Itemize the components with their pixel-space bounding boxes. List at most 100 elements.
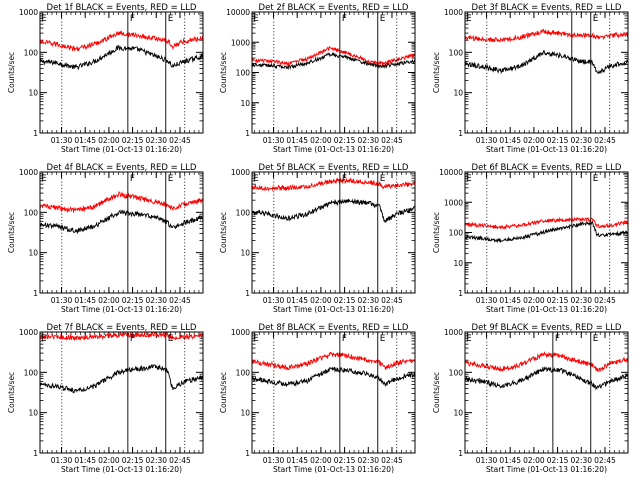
y-tick-label: 1 xyxy=(245,449,250,458)
x-tick-label: 02:15 xyxy=(334,136,356,145)
y-axis-label: Counts/sec xyxy=(219,372,228,413)
plot-frame xyxy=(39,11,204,134)
x-tick-label: 01:45 xyxy=(74,456,96,465)
marker-label: E xyxy=(168,334,174,344)
x-tick-label: 02:45 xyxy=(169,136,191,145)
x-tick-label: 02:30 xyxy=(145,456,167,465)
y-tick-label: 100 xyxy=(236,368,251,377)
x-tick-label: 02:30 xyxy=(570,136,592,145)
y-tick-label: 1000 xyxy=(444,198,463,207)
x-tick-label: 01:30 xyxy=(51,296,73,305)
x-tick-label: 01:45 xyxy=(499,456,521,465)
x-tick-label: 01:45 xyxy=(286,456,308,465)
x-tick-label: 02:00 xyxy=(523,296,545,305)
y-tick-label: 100 xyxy=(449,229,464,238)
detector-panel-3: Det 3f BLACK = Events, RED = LLD Counts/s… xyxy=(432,3,629,154)
y-axis-label: Counts/sec xyxy=(432,52,441,93)
x-tick-label: 02:00 xyxy=(523,456,545,465)
y-axis-label: Counts/sec xyxy=(7,212,16,253)
y-tick-label: 100 xyxy=(449,48,464,57)
y-tick-label: 1000 xyxy=(444,8,463,17)
y-tick-label: 10 xyxy=(28,89,38,98)
series-events-line xyxy=(464,49,629,75)
marker-label: E xyxy=(380,334,386,344)
detector-panel-7: Det 7f BLACK = Events, RED = LLD Counts/s… xyxy=(7,323,204,474)
series-events-line xyxy=(464,221,629,244)
series-events-line xyxy=(39,364,204,394)
series-lld-line xyxy=(464,28,629,43)
x-axis-label: Start Time (01-Oct-13 01:16:20) xyxy=(486,465,607,474)
y-tick-label: 10 xyxy=(28,249,38,258)
x-tick-label: 02:00 xyxy=(98,456,120,465)
y-tick-label: 1000 xyxy=(19,168,38,177)
x-tick-label: 02:30 xyxy=(357,296,379,305)
x-tick-label: 01:45 xyxy=(499,296,521,305)
x-tick-label: 02:45 xyxy=(381,296,403,305)
marker-label: E xyxy=(41,174,47,184)
marker-label: F xyxy=(342,14,347,24)
series-lld-line xyxy=(251,177,416,192)
x-tick-label: 01:45 xyxy=(74,296,96,305)
x-tick-label: 02:15 xyxy=(547,456,569,465)
y-tick-label: 1 xyxy=(458,289,463,298)
x-tick-label: 02:45 xyxy=(594,456,616,465)
y-tick-label: 1000 xyxy=(231,168,250,177)
marker-label: E xyxy=(466,174,472,184)
detector-panel-8: Det 8f BLACK = Events, RED = LLD Counts/s… xyxy=(219,323,416,474)
y-tick-label: 1 xyxy=(458,449,463,458)
marker-label: E xyxy=(41,14,47,24)
panel-title: Det 6f BLACK = Events, RED = LLD xyxy=(472,163,622,173)
marker-label: E xyxy=(593,14,599,24)
x-tick-label: 02:30 xyxy=(570,296,592,305)
x-tick-label: 02:00 xyxy=(523,136,545,145)
x-tick-label: 01:30 xyxy=(51,456,73,465)
x-tick-label: 02:45 xyxy=(381,136,403,145)
y-tick-label: 1000 xyxy=(444,328,463,337)
marker-label: F xyxy=(342,334,347,344)
x-axis-label: Start Time (01-Oct-13 01:16:20) xyxy=(486,145,607,154)
series-events-line xyxy=(39,45,204,71)
y-tick-label: 100 xyxy=(236,69,251,78)
series-lld-line xyxy=(464,351,629,373)
plot-frame xyxy=(464,11,629,134)
y-tick-label: 1 xyxy=(458,129,463,138)
x-tick-label: 01:30 xyxy=(476,456,498,465)
y-tick-label: 1 xyxy=(245,129,250,138)
plot-frame xyxy=(464,171,629,294)
y-tick-label: 10000 xyxy=(439,168,463,177)
y-tick-label: 1000 xyxy=(231,328,250,337)
series-events-line xyxy=(251,366,416,387)
x-axis-label: Start Time (01-Oct-13 01:16:20) xyxy=(486,305,607,314)
series-lld-line xyxy=(39,331,204,342)
x-tick-label: 02:30 xyxy=(570,456,592,465)
detector-panel-5: Det 5f BLACK = Events, RED = LLD Counts/s… xyxy=(219,163,416,314)
y-tick-label: 100 xyxy=(236,208,251,217)
marker-label: F xyxy=(555,334,560,344)
y-tick-label: 1000 xyxy=(19,8,38,17)
x-tick-label: 01:30 xyxy=(263,296,285,305)
y-axis-label: Counts/sec xyxy=(219,52,228,93)
detector-panel-6: Det 6f BLACK = Events, RED = LLD Counts/s… xyxy=(432,163,629,314)
y-tick-label: 1 xyxy=(33,129,38,138)
marker-label: E xyxy=(593,174,599,184)
marker-label: E xyxy=(380,14,386,24)
x-tick-label: 02:15 xyxy=(334,296,356,305)
plot-frame xyxy=(251,171,416,294)
series-events-line xyxy=(251,52,416,70)
y-tick-label: 10 xyxy=(240,99,250,108)
panel-title: Det 3f BLACK = Events, RED = LLD xyxy=(472,3,622,13)
y-tick-label: 10 xyxy=(28,409,38,418)
detector-panel-2: Det 2f BLACK = Events, RED = LLD Counts/s… xyxy=(219,3,416,154)
marker-label: E xyxy=(593,334,599,344)
x-tick-label: 02:30 xyxy=(145,296,167,305)
marker-label: F xyxy=(130,334,135,344)
x-axis-label: Start Time (01-Oct-13 01:16:20) xyxy=(273,145,394,154)
panel-title: Det 2f BLACK = Events, RED = LLD xyxy=(259,3,409,13)
series-lld-line xyxy=(464,216,629,230)
x-tick-label: 01:30 xyxy=(476,136,498,145)
marker-label: F xyxy=(130,14,135,24)
y-tick-label: 10 xyxy=(453,89,463,98)
y-tick-label: 1000 xyxy=(231,38,250,47)
y-tick-label: 100 xyxy=(449,368,464,377)
